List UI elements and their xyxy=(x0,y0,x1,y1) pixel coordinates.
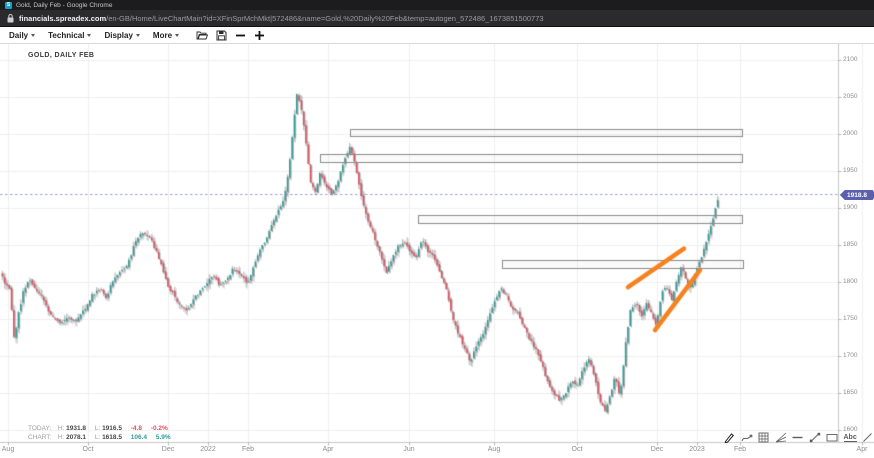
x-axis-label: Feb xyxy=(733,446,747,453)
grid-icon xyxy=(758,432,769,443)
legend-today-low: 1916.5 xyxy=(102,425,122,432)
y-axis-label: 1650 xyxy=(843,389,858,396)
polyline-tool-button[interactable] xyxy=(741,432,753,443)
polyline-arrow-icon xyxy=(741,434,752,442)
legend-today-label: TODAY: xyxy=(28,425,52,432)
open-chart-button[interactable] xyxy=(196,30,209,40)
x-axis-label: Aug xyxy=(1,446,15,453)
x-axis-label: Aug xyxy=(487,446,501,453)
legend-chart-high-label: H: xyxy=(57,434,65,441)
menu-technical[interactable]: Technical xyxy=(48,30,92,40)
rectangle-tool-button[interactable] xyxy=(826,432,838,443)
chevron-down-icon xyxy=(87,33,92,37)
x-axis-label: Dec xyxy=(161,446,175,453)
menu-display[interactable]: Display xyxy=(104,30,140,40)
rectangle-icon xyxy=(826,434,838,442)
legend-chart-low-label: L: xyxy=(94,434,101,441)
legend-today-row: TODAY: H: 1931.8 L: 1916.5 -4.8 -0.2% xyxy=(28,424,178,433)
diagonal-line-icon xyxy=(863,433,873,442)
url-text: financials.spreadex.com/en-GB/Home/LiveC… xyxy=(19,14,544,23)
chart-menu-bar: Daily Technical Display More xyxy=(0,27,874,44)
text-tool-button[interactable]: Abc xyxy=(843,433,857,442)
chart-symbol-label: GOLD, DAILY FEB xyxy=(28,52,95,59)
menu-label: Daily xyxy=(9,30,29,40)
folder-open-icon xyxy=(196,31,209,40)
text-tool-icon: Abc xyxy=(843,433,857,442)
minus-icon xyxy=(236,34,246,36)
window-title: Gold, Daily Feb - Google Chrome xyxy=(16,1,113,9)
x-axis-label: 2023 xyxy=(689,446,705,453)
x-axis-label: Oct xyxy=(571,446,583,453)
y-axis-label: 1700 xyxy=(843,352,858,359)
x-axis-label: Oct xyxy=(82,446,94,453)
x-axis-label: 2022 xyxy=(200,446,216,453)
y-axis-label: 1950 xyxy=(843,167,858,174)
address-bar[interactable]: financials.spreadex.com/en-GB/Home/LiveC… xyxy=(0,10,874,27)
trendline-icon xyxy=(809,432,820,443)
line-tool-button[interactable] xyxy=(862,432,873,443)
menu-daily[interactable]: Daily xyxy=(9,30,36,40)
grid-tool-button[interactable] xyxy=(758,432,769,443)
zoom-in-button[interactable] xyxy=(254,30,265,41)
legend-chart-high: 2078.1 xyxy=(66,434,87,441)
pen-icon xyxy=(724,433,735,443)
y-axis-label: 1750 xyxy=(843,315,858,322)
menu-group: Daily Technical Display More xyxy=(9,31,192,40)
trendline-tool-button[interactable] xyxy=(809,432,821,443)
menu-label: Technical xyxy=(48,30,85,40)
legend-today-high: 1931.8 xyxy=(66,425,87,432)
fan-lines-icon xyxy=(775,432,786,443)
y-axis-label: 2100 xyxy=(843,56,858,63)
x-axis-label: Jun xyxy=(403,446,415,453)
menu-label: Display xyxy=(104,30,133,40)
legend-today-change-pct: -0.2% xyxy=(150,425,168,432)
plus-icon xyxy=(255,30,265,40)
menu-label: More xyxy=(152,30,173,40)
menu-more[interactable]: More xyxy=(152,30,180,40)
x-axis-label: Apr xyxy=(322,446,334,453)
lock-icon xyxy=(7,13,14,22)
y-axis-label: 2000 xyxy=(843,130,858,137)
legend-chart-low: 1618.5 xyxy=(102,434,122,441)
drawing-toolbar: Abc | × xyxy=(724,432,874,443)
pointer-tool-button[interactable] xyxy=(724,432,735,443)
url-path: /en-GB/Home/LiveChartMain?id=XFinSprMchM… xyxy=(106,13,544,23)
chevron-down-icon xyxy=(31,33,36,37)
legend-chart-change: 106.4 xyxy=(130,434,148,441)
url-domain: financials.spreadex.com xyxy=(19,13,107,23)
y-axis-label: 1600 xyxy=(843,426,858,433)
legend-chart-label: CHART: xyxy=(28,434,52,441)
y-axis-label: 2050 xyxy=(843,93,858,100)
legend-chart-change-pct: 5.9% xyxy=(155,434,171,441)
y-axis-label: 1900 xyxy=(843,204,858,211)
horizontal-line-icon xyxy=(792,436,803,439)
y-axis-label: 1850 xyxy=(843,241,858,248)
legend-today-high-label: H: xyxy=(57,425,65,432)
x-axis-label: Feb xyxy=(241,446,255,453)
window-titlebar: S Gold, Daily Feb - Google Chrome xyxy=(0,0,874,10)
chevron-down-icon xyxy=(175,33,180,37)
legend-today-low-label: L: xyxy=(94,425,101,432)
save-chart-button[interactable] xyxy=(216,30,227,41)
fan-lines-tool-button[interactable] xyxy=(775,432,787,443)
chart-legend: TODAY: H: 1931.8 L: 1916.5 -4.8 -0.2% CH… xyxy=(28,424,178,442)
legend-today-change: -4.8 xyxy=(130,425,142,432)
x-axis-label: Dec xyxy=(650,446,664,453)
legend-chart-row: CHART: H: 2078.1 L: 1618.5 106.4 5.9% xyxy=(28,433,178,442)
menu-icon-group xyxy=(196,30,265,41)
horizontal-line-tool-button[interactable] xyxy=(792,432,803,443)
chart-area: GOLD, DAILY FEB 2100 2050 2000 1950 1900 1850… xyxy=(0,44,874,458)
save-icon xyxy=(216,30,227,40)
x-axis-label: Apr xyxy=(856,446,868,453)
zoom-out-button[interactable] xyxy=(235,30,246,41)
site-favicon-icon: S xyxy=(5,1,12,9)
chevron-down-icon xyxy=(135,33,140,37)
current-price-badge: 1918.8 xyxy=(840,190,874,200)
y-axis-label: 1800 xyxy=(843,278,858,285)
price-chart-canvas[interactable] xyxy=(0,44,874,458)
